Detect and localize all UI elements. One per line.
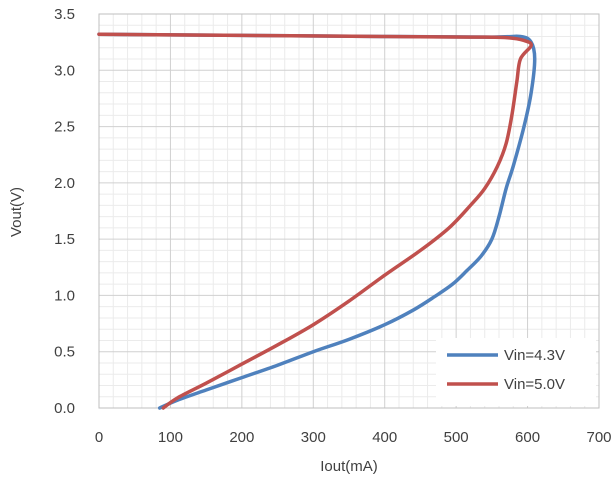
y-tick-label: 1.5 <box>54 231 75 248</box>
x-tick-labels: 0 100 200 300 400 500 600 700 <box>95 429 612 446</box>
y-tick-labels: 0.0 0.5 1.0 1.5 2.0 2.5 3.0 3.5 <box>54 6 75 417</box>
y-tick-label: 3.5 <box>54 6 75 23</box>
x-tick-label: 0 <box>95 429 103 446</box>
x-tick-label: 100 <box>158 429 183 446</box>
x-tick-label: 300 <box>301 429 326 446</box>
y-axis-title: Vout(V) <box>8 187 25 237</box>
y-tick-label: 3.0 <box>54 62 75 79</box>
y-tick-label: 2.0 <box>54 175 75 192</box>
series-line-2 <box>97 32 533 410</box>
legend-label-1: Vin=4.3V <box>504 347 565 364</box>
x-tick-label: 200 <box>229 429 254 446</box>
series-layer <box>97 32 537 410</box>
y-tick-label: 0.5 <box>54 344 75 361</box>
x-tick-label: 700 <box>586 429 611 446</box>
legend-background <box>436 338 596 406</box>
y-tick-label: 0.0 <box>54 400 75 417</box>
x-tick-label: 500 <box>444 429 469 446</box>
x-tick-label: 400 <box>372 429 397 446</box>
x-axis-title: Iout(mA) <box>320 458 378 475</box>
x-tick-label: 600 <box>515 429 540 446</box>
legend-label-2: Vin=5.0V <box>504 376 565 393</box>
legend: Vin=4.3V Vin=5.0V <box>436 338 596 406</box>
y-tick-label: 2.5 <box>54 119 75 136</box>
plot-area-border <box>98 13 600 409</box>
legend-items: Vin=4.3V Vin=5.0V <box>447 347 565 393</box>
y-tick-label: 1.0 <box>54 287 75 304</box>
